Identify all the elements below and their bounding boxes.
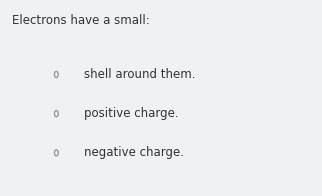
Text: positive charge.: positive charge. bbox=[84, 107, 178, 120]
Text: negative charge.: negative charge. bbox=[84, 146, 184, 159]
Text: Electrons have a small:: Electrons have a small: bbox=[12, 14, 150, 27]
Text: shell around them.: shell around them. bbox=[84, 68, 195, 81]
Ellipse shape bbox=[54, 71, 58, 78]
Ellipse shape bbox=[54, 111, 58, 117]
Ellipse shape bbox=[54, 150, 58, 156]
